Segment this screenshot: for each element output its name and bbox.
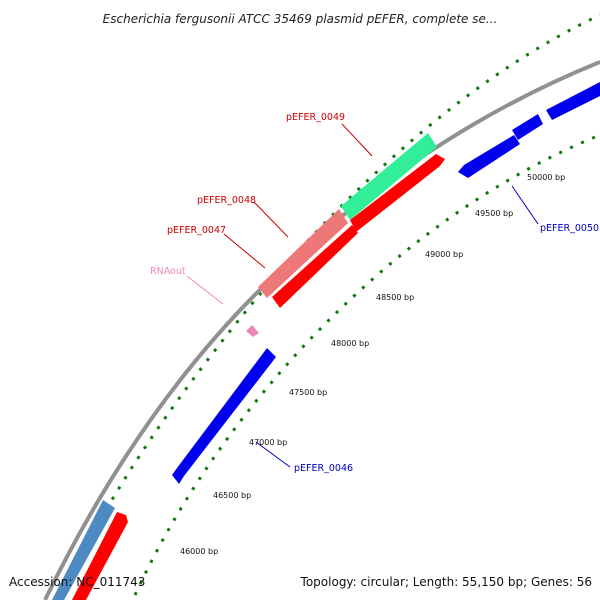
- gene-pEFER_0047-b[interactable]: [350, 154, 445, 232]
- outer-gc-track: [60, 13, 600, 596]
- label-leaders: [186, 123, 539, 468]
- gene-label-pEFER_0046[interactable]: pEFER_0046: [294, 463, 353, 474]
- gene-label-RNAout[interactable]: RNAout: [150, 266, 186, 277]
- gene-labels: pEFER_0049 pEFER_0048 pEFER_0047 RNAout …: [150, 112, 599, 474]
- tick-label-46000: 46000 bp: [180, 547, 218, 556]
- gene-red-lower[interactable]: [72, 512, 128, 600]
- tick-label-47000: 47000 bp: [249, 438, 287, 447]
- leader-pEFER_0047: [223, 233, 266, 269]
- gene-label-pEFER_0050[interactable]: pEFER_0050: [540, 223, 599, 234]
- gene-pEFER_0050[interactable]: [458, 135, 520, 178]
- gene-RNAout[interactable]: [246, 325, 259, 337]
- tick-label-46500: 46500 bp: [213, 491, 251, 500]
- gene-steelblue-lower[interactable]: [52, 500, 115, 600]
- tick-label-50000: 50000 bp: [527, 173, 565, 182]
- leader-pEFER_0050: [511, 185, 539, 225]
- tick-label-48500: 48500 bp: [376, 293, 414, 302]
- leader-pEFER_0049: [341, 123, 373, 157]
- gene-pEFER_0047[interactable]: [272, 225, 358, 308]
- reverse-features: [172, 82, 600, 484]
- gene-pEFER_0048[interactable]: [258, 209, 348, 298]
- tick-label-49500: 49500 bp: [475, 209, 513, 218]
- gene-pEFER_0049[interactable]: [341, 133, 437, 220]
- summary-label: Topology: circular; Length: 55,150 bp; G…: [300, 575, 592, 589]
- leader-RNAout: [186, 275, 224, 305]
- tick-label-49000: 49000 bp: [425, 250, 463, 259]
- gene-label-pEFER_0049[interactable]: pEFER_0049: [286, 112, 345, 123]
- leader-pEFER_0048: [253, 201, 289, 238]
- forward-features: [52, 133, 445, 600]
- gene-blue-50500[interactable]: [512, 114, 543, 140]
- ruler-labels: 46000 bp 46500 bp 47000 bp 47500 bp 4800…: [180, 173, 565, 556]
- gene-pEFER_0046[interactable]: [172, 348, 276, 484]
- gene-label-pEFER_0047[interactable]: pEFER_0047: [167, 225, 226, 236]
- tick-label-47500: 47500 bp: [289, 388, 327, 397]
- leader-pEFER_0046: [255, 441, 291, 468]
- map-title: Escherichia fergusonii ATCC 35469 plasmi…: [103, 12, 498, 26]
- tick-label-48000: 48000 bp: [331, 339, 369, 348]
- accession-label: Accession: NC_011743: [9, 575, 145, 589]
- gene-blue-51000[interactable]: [546, 82, 600, 120]
- inner-gc-track: [133, 133, 600, 596]
- gene-label-pEFER_0048[interactable]: pEFER_0048: [197, 195, 256, 206]
